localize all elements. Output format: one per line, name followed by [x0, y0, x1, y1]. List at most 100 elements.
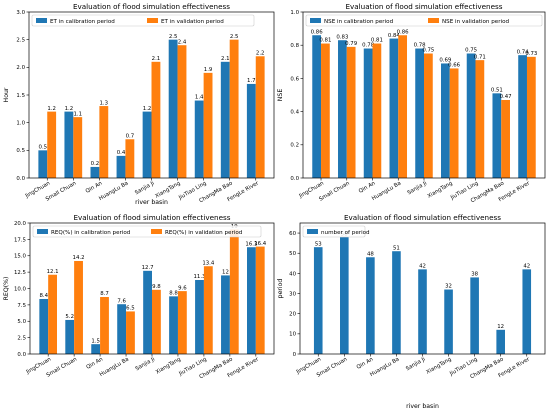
bar [338, 40, 347, 178]
x-tick-label: Sanjia Ji [135, 357, 156, 373]
chart-title: Evaluation of flood simulation effective… [345, 2, 502, 11]
bar [194, 100, 204, 178]
bar [195, 279, 204, 354]
data-label: 1.3 [100, 100, 109, 106]
y-axis-label: NSE [277, 89, 284, 102]
data-label: 0.75 [465, 48, 477, 54]
bar [143, 270, 152, 354]
bar [151, 61, 161, 178]
y-tick-label: 2.5 [17, 336, 26, 342]
bar [203, 266, 213, 354]
y-tick-label: 0.4 [290, 110, 299, 116]
bar [518, 55, 527, 178]
chart-panel-4: Evaluation of flood simulation effective… [277, 213, 546, 410]
bar [398, 35, 408, 178]
x-tick-label: HuangLu Ba [369, 357, 400, 379]
bar [346, 46, 356, 178]
y-tick-label: 60 [289, 231, 296, 237]
bar [418, 269, 427, 354]
bar [220, 61, 230, 178]
bar [526, 56, 536, 178]
y-axis-label: Hour [3, 87, 10, 102]
y-tick-label: 0.0 [290, 176, 299, 182]
data-label: 6.5 [126, 306, 135, 312]
chart-panel-3: Evaluation of flood simulation effective… [3, 213, 275, 380]
bar [255, 56, 265, 179]
y-tick-label: 17.5 [14, 237, 26, 243]
data-label: 1.7 [247, 78, 256, 84]
x-tick-label: Sanjia Ji [407, 181, 428, 197]
x-axis-label: river basin [135, 199, 168, 206]
data-label: 0.81 [319, 38, 331, 44]
data-label: 1.1 [73, 111, 82, 117]
data-label: 2.1 [152, 56, 161, 62]
y-tick-label: 0.2 [290, 143, 299, 149]
bar [247, 247, 256, 354]
legend-box [32, 225, 262, 238]
series-1: 8.4 5.2 1.5 7.6 12.7 8.8 11.3 12 16.3 [39, 241, 257, 354]
y-tick-label: 30 [289, 291, 296, 297]
legend-label: NSE in calibration period [324, 19, 394, 25]
data-label: 0.71 [474, 54, 486, 60]
data-label: 53 [315, 241, 322, 247]
bar [100, 297, 109, 354]
series-1: 535848514232381242 [313, 231, 532, 354]
series-2: 1.21.11.30.72.12.41.92.52.2 [47, 34, 265, 179]
bar [522, 269, 532, 354]
y-tick-label: 0.0 [16, 176, 25, 182]
bar [117, 304, 127, 354]
bar [389, 38, 399, 179]
data-label: 0.83 [336, 34, 348, 40]
bar [415, 48, 424, 178]
data-label: 38 [471, 272, 478, 278]
data-label: 8.7 [100, 291, 109, 297]
data-label: 7.6 [117, 298, 126, 304]
legend: NSE in calibration period NSE in validati… [305, 14, 543, 27]
x-tick-label: HuangLu Ba [99, 357, 130, 379]
data-label: 1.2 [65, 106, 74, 112]
bar [229, 39, 239, 178]
y-tick-label: 10.0 [14, 286, 27, 292]
y-tick-label: 1.0 [16, 121, 25, 127]
legend: number of period [302, 225, 370, 238]
legend-swatch [147, 18, 158, 23]
bar [392, 251, 401, 354]
bar [466, 53, 476, 178]
chart-title: Evaluation of flood simulation effective… [73, 2, 230, 11]
bar [492, 93, 502, 178]
data-label: 51 [393, 245, 400, 251]
y-axis-label: period [277, 279, 284, 299]
bar [255, 246, 265, 354]
data-label: 13.4 [202, 260, 215, 266]
bar [125, 139, 135, 178]
bar [65, 319, 75, 354]
data-label: 0.84 [388, 33, 401, 39]
y-tick-label: 3.0 [16, 10, 25, 16]
bar [424, 53, 433, 178]
bar [340, 237, 349, 354]
bar [48, 274, 57, 354]
bar [64, 111, 74, 178]
y-tick-label: 2.0 [16, 65, 25, 71]
y-tick-label: 50 [289, 251, 296, 257]
data-label: 12 [222, 270, 229, 276]
plot-frame [29, 222, 275, 355]
bar [449, 68, 459, 178]
bar [496, 329, 505, 354]
chart-title: Evaluation of flood simulation effective… [73, 213, 230, 222]
bar [74, 260, 83, 354]
data-label: 0.75 [422, 48, 434, 54]
legend-swatch [428, 18, 439, 23]
data-label: 9.8 [152, 284, 161, 290]
legend-label: ET in calibration period [50, 19, 115, 25]
legend-label: REQ(%) in calibration period [51, 230, 131, 236]
y-tick-label: 1.0 [290, 10, 299, 16]
data-label: 0.69 [439, 58, 452, 64]
bar [73, 117, 83, 178]
legend-swatch [310, 18, 321, 23]
data-label: 8.4 [39, 293, 48, 299]
data-label: 48 [367, 251, 374, 257]
y-tick-label: 5.0 [17, 319, 26, 325]
data-label: 1.2 [47, 106, 56, 112]
